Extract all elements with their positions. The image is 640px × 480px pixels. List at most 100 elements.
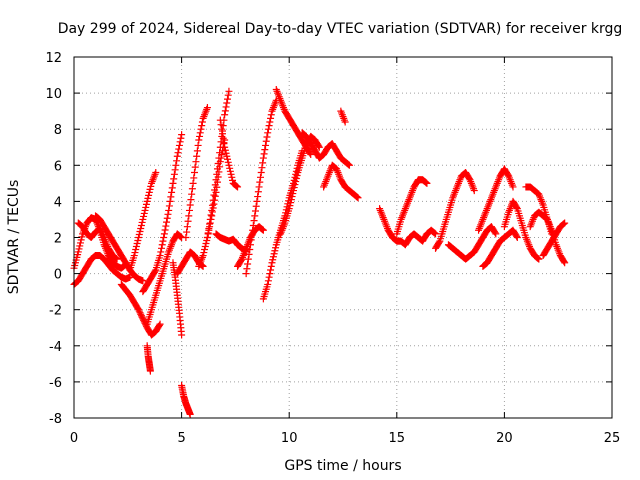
data-point xyxy=(259,159,267,167)
data-point xyxy=(561,219,569,227)
data-point xyxy=(192,158,200,166)
data-point xyxy=(166,197,174,205)
data-point xyxy=(253,197,261,205)
data-point xyxy=(258,225,266,233)
data-point xyxy=(254,193,262,201)
series-arc-25 xyxy=(432,169,478,252)
data-point xyxy=(251,212,259,220)
data-point xyxy=(113,255,121,263)
data-point xyxy=(151,267,159,275)
data-point xyxy=(218,130,226,138)
data-point xyxy=(194,141,202,149)
data-point xyxy=(561,259,569,267)
data-point xyxy=(266,118,274,126)
data-point xyxy=(509,183,517,191)
data-point xyxy=(353,193,361,201)
data-point xyxy=(164,210,172,218)
data-point xyxy=(196,132,204,140)
data-point xyxy=(237,256,245,264)
series-arc-10 xyxy=(182,104,211,241)
data-point xyxy=(173,152,181,160)
data-point xyxy=(315,142,323,150)
data-point xyxy=(269,256,277,264)
data-point xyxy=(250,217,258,225)
data-point xyxy=(262,137,270,145)
data-point xyxy=(136,309,144,317)
series-arc-27 xyxy=(475,165,517,234)
data-point xyxy=(189,179,197,187)
data-point xyxy=(224,95,232,103)
data-point xyxy=(465,175,473,183)
data-point xyxy=(99,232,107,240)
series-arc-20 xyxy=(298,129,353,169)
data-point xyxy=(195,136,203,144)
x-tick-label: 20 xyxy=(496,431,513,446)
data-point xyxy=(211,181,219,189)
data-point xyxy=(271,247,279,255)
data-point xyxy=(142,203,150,211)
series-arc-16 xyxy=(242,96,280,278)
data-point xyxy=(255,183,263,191)
series-arc-12 xyxy=(203,87,233,241)
data-point xyxy=(193,152,201,160)
data-point xyxy=(345,161,353,169)
data-point xyxy=(159,237,167,245)
data-point xyxy=(260,150,268,158)
data-point xyxy=(229,176,237,184)
data-point xyxy=(224,91,232,99)
data-point xyxy=(423,179,431,187)
data-point xyxy=(220,139,228,147)
data-point xyxy=(184,217,192,225)
data-point xyxy=(99,230,107,238)
data-point xyxy=(169,179,177,187)
data-point xyxy=(264,125,272,133)
data-point xyxy=(132,243,140,251)
data-point xyxy=(210,191,218,199)
data-point xyxy=(249,226,257,234)
x-tick-label: 25 xyxy=(604,431,621,446)
data-point xyxy=(198,118,206,126)
series-arc-22 xyxy=(337,107,349,126)
data-point xyxy=(130,252,138,260)
data-point xyxy=(112,254,120,262)
data-point xyxy=(139,315,147,323)
data-point xyxy=(272,244,280,252)
data-point xyxy=(435,238,443,246)
data-point xyxy=(138,218,146,226)
data-point xyxy=(267,114,275,122)
data-point xyxy=(146,185,154,193)
x-axis-label: GPS time / hours xyxy=(284,458,401,474)
data-point xyxy=(242,270,250,278)
y-tick-label: 6 xyxy=(54,159,62,174)
series-arc-4 xyxy=(139,131,186,296)
data-point xyxy=(165,202,173,210)
data-point xyxy=(74,248,82,256)
data-point xyxy=(204,229,212,237)
axis-ticks: 0 5 10 15 20 25 -8 -6 -4 -2 0 2 4 6 8 10 12 xyxy=(45,51,620,446)
data-point xyxy=(224,158,232,166)
data-point xyxy=(112,255,120,263)
data-point xyxy=(144,194,152,202)
series-arc-6 xyxy=(143,342,154,375)
series-arc-9 xyxy=(173,248,207,278)
data-point xyxy=(132,246,140,254)
data-point xyxy=(513,234,521,241)
data-point xyxy=(205,224,213,232)
data-point xyxy=(422,179,430,187)
data-point xyxy=(285,205,293,213)
series-arc-5 xyxy=(143,230,186,328)
y-tick-label: -4 xyxy=(49,340,62,355)
data-point xyxy=(221,146,229,154)
data-point xyxy=(199,252,207,260)
series-arc-26 xyxy=(444,223,500,263)
data-point xyxy=(170,175,178,183)
data-point xyxy=(252,202,260,210)
data-point xyxy=(226,164,234,172)
data-point xyxy=(167,193,175,201)
data-point xyxy=(257,169,265,177)
data-point xyxy=(430,229,438,237)
data-point xyxy=(137,312,145,320)
data-point xyxy=(209,196,217,204)
data-point xyxy=(259,226,267,234)
